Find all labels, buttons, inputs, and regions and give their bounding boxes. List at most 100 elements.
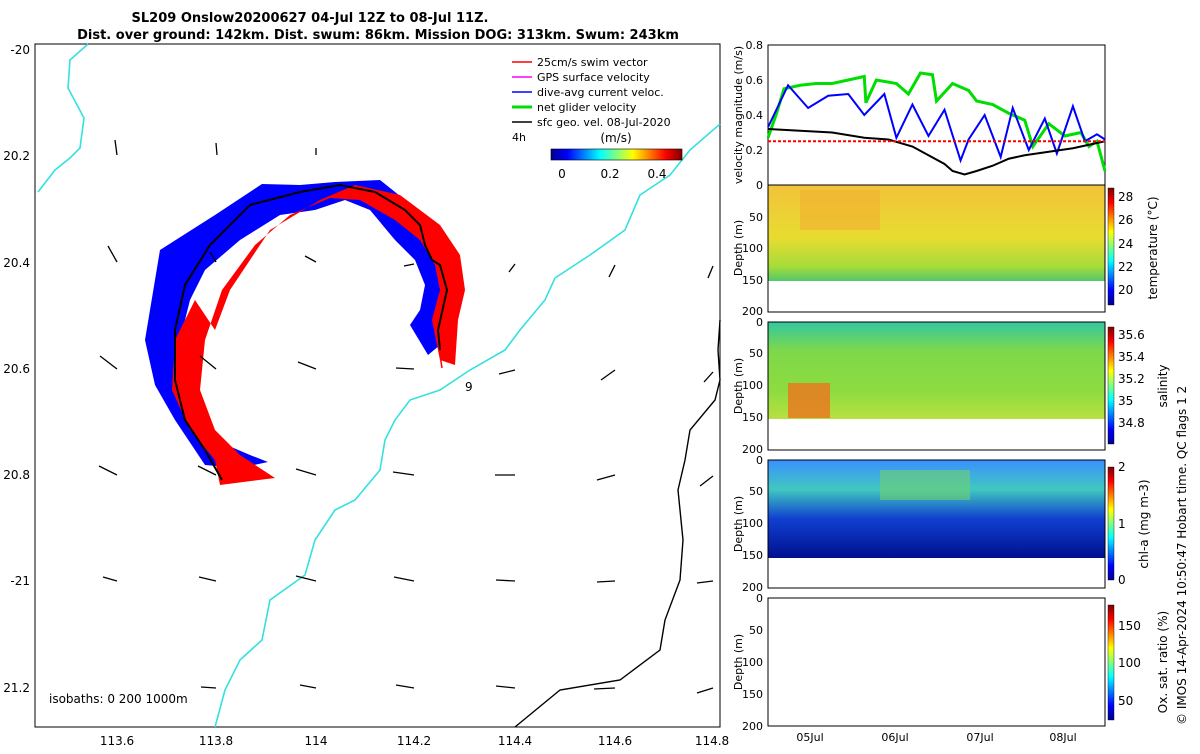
oxygen-y-ticks: 0 50 100 150 200 <box>742 592 763 733</box>
depth-tick: 0 <box>756 454 763 467</box>
colorbar-tick: 100 <box>1118 656 1141 670</box>
legend-label: net glider velocity <box>537 101 637 114</box>
velocity-panel: 0 0.2 0.4 0.6 0.8 velocity magnitude (m/… <box>732 39 1107 192</box>
temperature-frame <box>767 184 1106 313</box>
chla-y-ticks: 0 50 100 150 200 <box>742 454 763 594</box>
map-y-tick: -21 <box>10 574 30 588</box>
map-x-tick: 113.6 <box>100 734 134 748</box>
colorbar-tick: 150 <box>1118 619 1141 633</box>
map-x-tick: 114 <box>305 734 328 748</box>
map-colorbar <box>550 148 683 161</box>
velocity-y-tick: 0.4 <box>746 109 764 122</box>
glider-track-line <box>174 183 449 481</box>
geo-arrow <box>495 579 516 582</box>
geo-arrow <box>596 474 616 481</box>
time-tick: 06Jul <box>881 731 908 744</box>
depth-tick: 200 <box>742 581 763 594</box>
geo-arrow <box>295 575 317 582</box>
geo-arrow <box>593 687 616 690</box>
geo-arrow <box>703 371 714 383</box>
chla-ylabel: Depth (m) <box>732 496 745 552</box>
colorbar-tick: 24 <box>1118 237 1133 251</box>
salinity-y-ticks: 0 50 100 150 200 <box>742 316 763 456</box>
colorbar-tick: 20 <box>1118 283 1133 297</box>
geo-arrow <box>299 684 317 689</box>
map-x-tick: 114.6 <box>598 734 632 748</box>
velocity-y-ticks: 0 0.2 0.4 0.6 0.8 <box>746 39 764 192</box>
oxygen-colorbar-ticks: 50 100 150 <box>1118 619 1141 708</box>
time-tick: 08Jul <box>1049 731 1076 744</box>
salinity-frame <box>767 321 1106 451</box>
depth-tick: 200 <box>742 720 763 733</box>
depth-tick: 200 <box>742 443 763 456</box>
temperature-colorbar-ticks: 20 22 24 26 28 <box>1118 190 1133 297</box>
isobath-0m <box>214 123 721 728</box>
legend-label: GPS surface velocity <box>537 71 650 84</box>
time-tick: 05Jul <box>796 731 823 744</box>
dive-avg-current-band <box>145 180 442 468</box>
colorbar-tick: 22 <box>1118 260 1133 274</box>
depth-tick: 50 <box>749 624 763 637</box>
map-y-tick: 20.6 <box>3 362 30 376</box>
isobath-1000m <box>514 319 721 728</box>
colorbar-tick: 34.8 <box>1118 416 1145 430</box>
time-tick: 07Jul <box>966 731 993 744</box>
colorbar-tick: 26 <box>1118 213 1133 227</box>
depth-tick: 150 <box>742 549 763 562</box>
map-y-tick: 20.8 <box>3 468 30 482</box>
oxygen-frame <box>767 597 1106 727</box>
temperature-warm-patch <box>800 190 880 230</box>
salinity-ylabel: Depth (m) <box>732 358 745 414</box>
colorbar-tick: 1 <box>1118 517 1126 531</box>
geo-arrow <box>393 576 415 582</box>
colorbar-tick: 35.6 <box>1118 328 1145 342</box>
geo-arrow <box>304 255 317 263</box>
temperature-ylabel: Depth (m) <box>732 220 745 276</box>
colorbar-tick: 35 <box>1118 394 1133 408</box>
map-frame <box>34 43 721 728</box>
colorbar-tick: 0 <box>1118 573 1126 587</box>
geo-arrow <box>395 367 415 370</box>
geo-arrow <box>600 369 616 381</box>
map-y-tick: 21.2 <box>3 681 30 695</box>
coastline <box>37 43 89 193</box>
geo-arrow <box>395 684 415 689</box>
geo-arrow <box>198 576 217 582</box>
geo-arrow <box>696 580 714 584</box>
sfc-geo-velocity-arrows <box>98 139 714 694</box>
map-y-tick: -20 <box>10 43 30 57</box>
chla-colorbar <box>1107 466 1115 581</box>
copyright-text: © IMOS 14-Apr-2024 10:50:47 Hobart time.… <box>1175 386 1189 725</box>
map-legend: 25cm/s swim vector GPS surface velocity … <box>512 56 683 181</box>
depth-tick: 150 <box>742 274 763 287</box>
velocity-y-tick: 0 <box>756 179 763 192</box>
oxygen-ylabel: Depth (m) <box>732 634 745 690</box>
velocity-ylabel: velocity magnitude (m/s) <box>732 46 745 184</box>
geo-arrow <box>297 361 317 370</box>
geo-arrow <box>508 263 516 273</box>
velocity-series-line-2 <box>767 128 1106 176</box>
velocity-series-line-1 <box>767 83 1106 164</box>
legend-label: 25cm/s swim vector <box>537 56 648 69</box>
geo-arrow <box>498 369 516 375</box>
velocity-y-tick: 0.8 <box>746 39 764 52</box>
geo-arrow <box>98 465 118 476</box>
geo-arrow <box>200 686 217 689</box>
depth-tick: 100 <box>742 379 763 392</box>
map-colorbar-label: (m/s) <box>600 131 631 145</box>
title-line-1: SL209 Onslow20200627 04-Jul 12Z to 08-Ju… <box>132 11 489 26</box>
velocity-y-tick: 0.6 <box>746 74 764 87</box>
geo-arrow <box>608 264 616 278</box>
oxygen-cbar-label: Ox. sat. ratio (%) <box>1156 611 1170 713</box>
legend-label: sfc geo. vel. 08-Jul-2020 <box>537 116 671 129</box>
map-x-tick: 114.8 <box>695 734 729 748</box>
depth-tick: 0 <box>756 316 763 329</box>
geo-arrow <box>596 580 616 583</box>
depth-tick: 200 <box>742 305 763 318</box>
swim-vector-band <box>172 185 465 485</box>
chla-frame <box>767 459 1106 589</box>
chla-bloom-patch <box>880 470 970 500</box>
depth-tick: 150 <box>742 688 763 701</box>
depth-tick: 100 <box>742 656 763 669</box>
colorbar-tick: 35.2 <box>1118 372 1145 386</box>
